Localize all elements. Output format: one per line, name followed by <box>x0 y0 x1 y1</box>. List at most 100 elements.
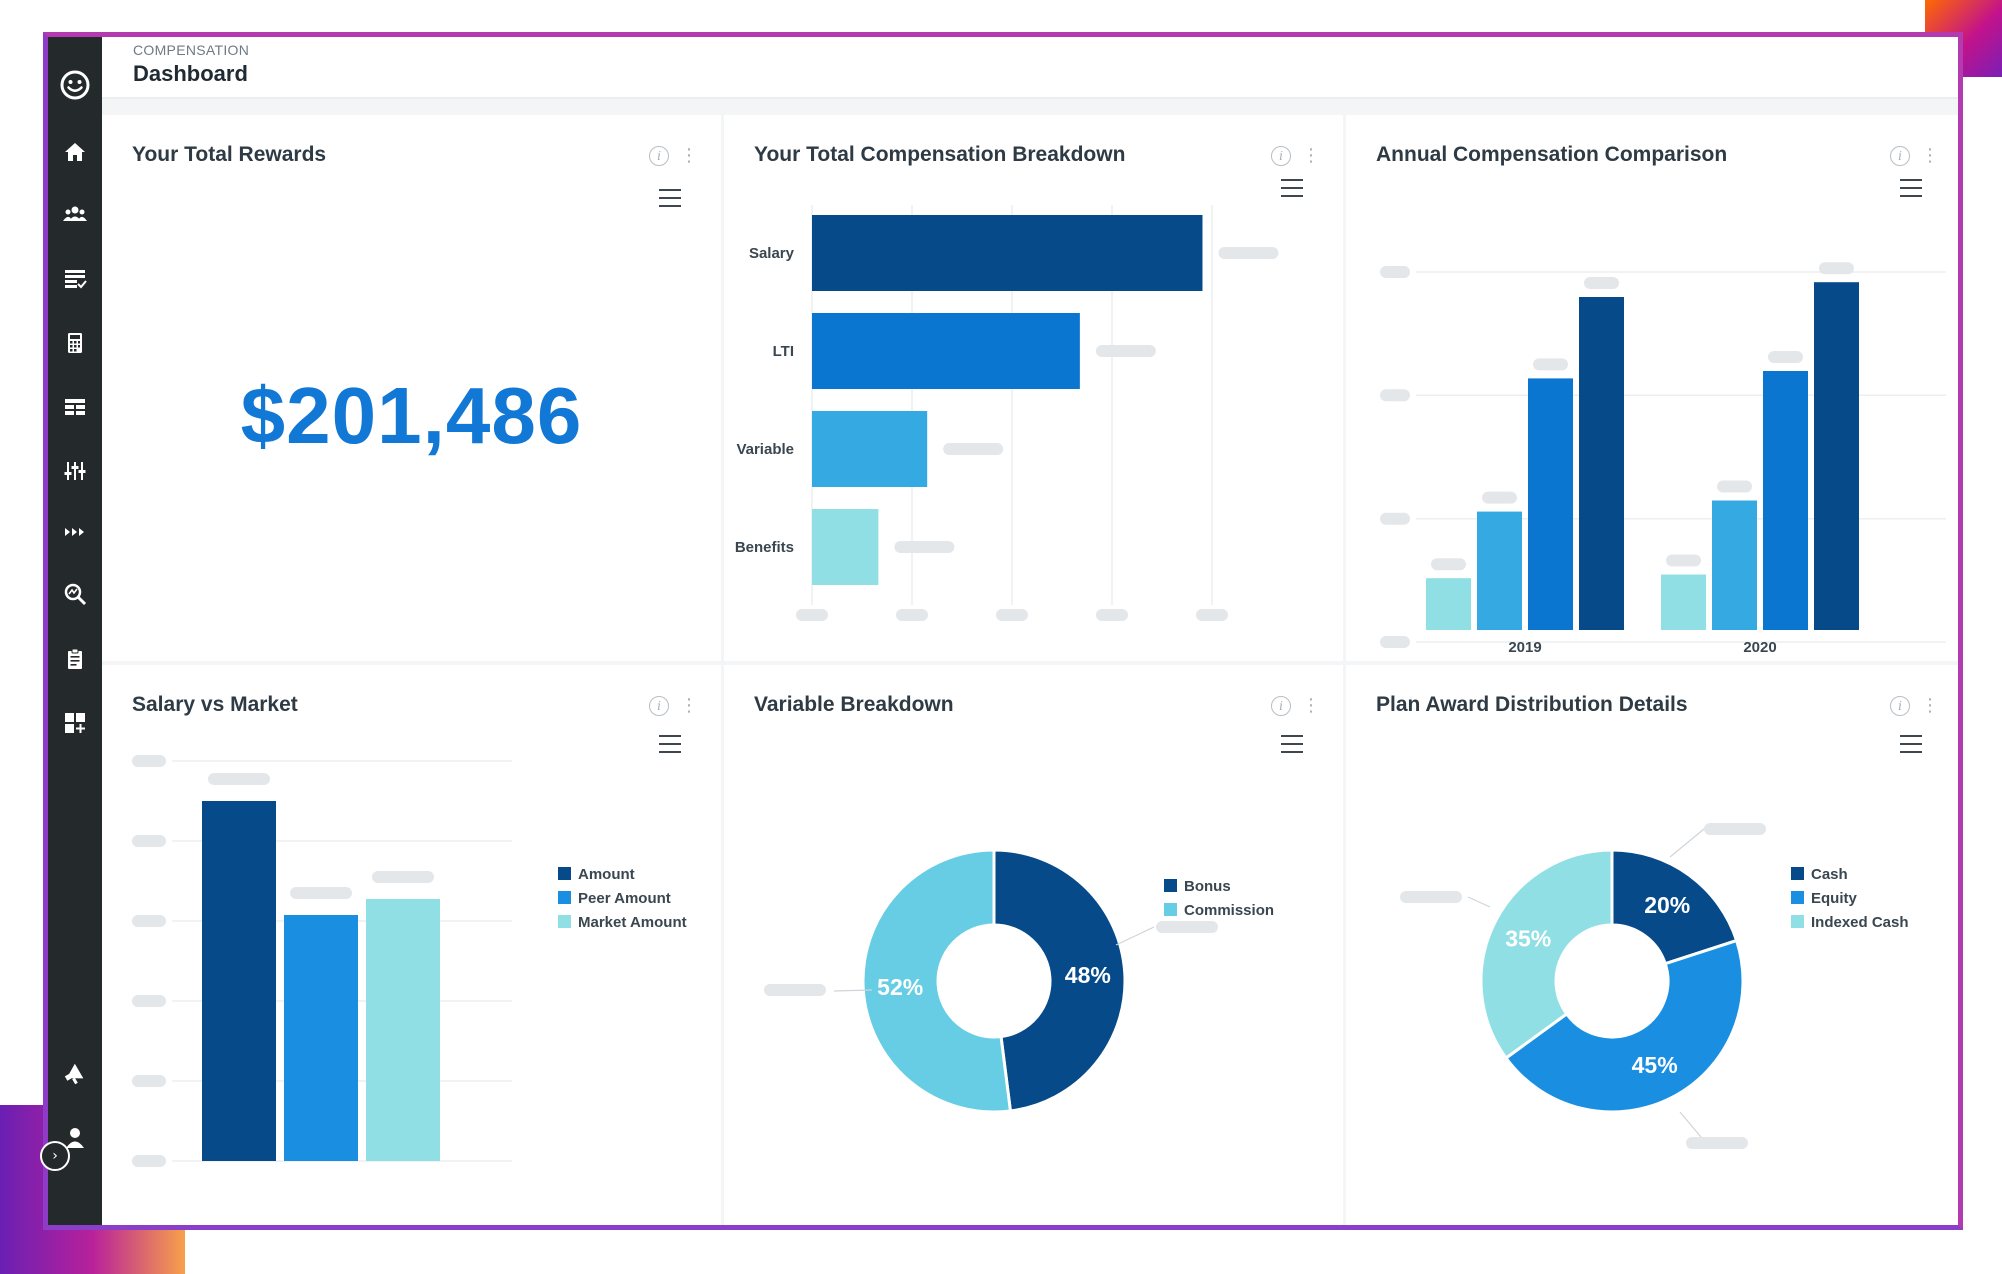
value-placeholder <box>1533 358 1568 371</box>
smiley-logo-icon[interactable] <box>57 67 93 103</box>
category-label: 2019 <box>1508 639 1541 656</box>
pie-slice <box>1503 938 1745 1114</box>
value-placeholder <box>1431 558 1466 571</box>
category-label: Salary <box>749 245 795 262</box>
value-placeholder <box>894 541 955 553</box>
more-options-icon[interactable]: ⋮ <box>680 145 698 166</box>
value-placeholder <box>132 1075 166 1087</box>
value-placeholder <box>764 984 826 996</box>
hamburger-menu-icon[interactable] <box>1281 179 1303 197</box>
user-profile-icon[interactable] <box>59 1122 91 1154</box>
legend-swatch <box>1791 891 1804 904</box>
grid-table-icon[interactable] <box>59 391 91 423</box>
hamburger-menu-icon[interactable] <box>1281 735 1303 753</box>
info-icon[interactable]: i <box>1890 146 1910 166</box>
pie-slice <box>1479 848 1614 1061</box>
legend-label: Commission <box>1184 902 1274 919</box>
clipboard-icon[interactable] <box>59 643 91 675</box>
category-label: Variable <box>736 441 794 458</box>
leader-line <box>1467 896 1491 908</box>
value-placeholder <box>1704 823 1766 835</box>
total-rewards-card: Your Total Rewards i ⋮ $201,486 <box>102 115 721 661</box>
calculator-icon[interactable] <box>59 327 91 359</box>
info-icon[interactable]: i <box>1271 146 1291 166</box>
total-rewards-value: $201,486 <box>240 371 583 460</box>
sliders-icon[interactable] <box>59 455 91 487</box>
expand-chevron-icon[interactable]: › <box>40 1141 70 1171</box>
bar <box>1426 578 1471 630</box>
value-placeholder <box>132 1155 166 1167</box>
plan-award-chart: 20% 45% 35% Cash Equity Indexed Cash <box>1400 823 1909 1149</box>
value-placeholder <box>208 773 270 785</box>
card-title: Plan Award Distribution Details <box>1376 693 1688 716</box>
value-placeholder <box>1666 554 1701 567</box>
bar <box>1661 574 1706 630</box>
info-icon[interactable]: i <box>649 146 669 166</box>
variable-breakdown-chart: 48% 52% Bonus Commission <box>764 848 1274 1114</box>
hamburger-menu-icon[interactable] <box>659 735 681 753</box>
leader-line <box>1669 828 1705 858</box>
info-icon[interactable]: i <box>1271 696 1291 716</box>
category-label: Benefits <box>735 539 794 556</box>
legend-label: Bonus <box>1184 878 1231 895</box>
value-placeholder <box>1380 636 1410 648</box>
forward-arrows-icon[interactable] <box>59 516 91 548</box>
slice-label: 45% <box>1632 1052 1678 1078</box>
value-placeholder <box>132 755 166 767</box>
bar <box>1477 511 1522 630</box>
home-icon[interactable] <box>59 136 91 168</box>
value-placeholder <box>132 915 166 927</box>
legend-swatch <box>558 891 571 904</box>
legend-swatch <box>1791 867 1804 880</box>
bar <box>1712 500 1757 630</box>
slice-label: 52% <box>877 974 923 1000</box>
bar <box>1528 378 1573 630</box>
value-placeholder <box>132 835 166 847</box>
list-check-icon[interactable] <box>59 262 91 294</box>
bar <box>1814 282 1859 630</box>
comp-breakdown-card: Your Total Compensation Breakdown i ⋮ Sa… <box>724 115 1343 661</box>
value-placeholder <box>1584 277 1619 289</box>
hamburger-menu-icon[interactable] <box>1900 735 1922 753</box>
card-title: Your Total Compensation Breakdown <box>754 143 1126 166</box>
hamburger-menu-icon[interactable] <box>659 189 681 207</box>
value-placeholder <box>132 995 166 1007</box>
value-placeholder <box>896 609 928 621</box>
page-header: COMPENSATION Dashboard <box>102 37 1958 99</box>
value-placeholder <box>1096 609 1128 621</box>
bar <box>284 915 358 1161</box>
value-placeholder <box>1095 345 1156 357</box>
sidebar <box>48 37 102 1225</box>
value-placeholder <box>1380 389 1410 402</box>
megaphone-icon[interactable] <box>59 1058 91 1090</box>
add-widget-icon[interactable] <box>59 707 91 739</box>
slice-label: 20% <box>1644 892 1690 918</box>
variable-breakdown-card: Variable Breakdown i ⋮ 48% 52% Bonus Commis… <box>724 665 1343 1225</box>
legend-swatch <box>558 867 571 880</box>
value-placeholder <box>1686 1137 1748 1149</box>
legend-label: Cash <box>1811 866 1848 883</box>
breadcrumb[interactable]: COMPENSATION <box>133 42 250 58</box>
info-icon[interactable]: i <box>1890 696 1910 716</box>
pie-slice <box>992 848 1127 1113</box>
analytics-search-icon[interactable] <box>59 578 91 610</box>
value-placeholder <box>996 609 1028 621</box>
leader-line <box>1115 926 1155 946</box>
leader-line <box>833 989 873 992</box>
pie-slice <box>861 848 1013 1114</box>
card-title: Your Total Rewards <box>132 143 327 166</box>
value-placeholder <box>1717 480 1752 493</box>
slice-label: 35% <box>1505 925 1551 951</box>
pie-slice <box>1610 848 1739 966</box>
bar <box>202 801 276 1161</box>
category-label: LTI <box>773 343 794 360</box>
team-icon[interactable] <box>59 198 91 230</box>
slice-label: 48% <box>1065 962 1111 988</box>
info-icon[interactable]: i <box>649 696 669 716</box>
legend-label: Amount <box>578 866 635 883</box>
legend-swatch <box>1791 915 1804 928</box>
value-placeholder <box>1380 266 1410 278</box>
hamburger-menu-icon[interactable] <box>1900 179 1922 197</box>
bar <box>1763 371 1808 630</box>
